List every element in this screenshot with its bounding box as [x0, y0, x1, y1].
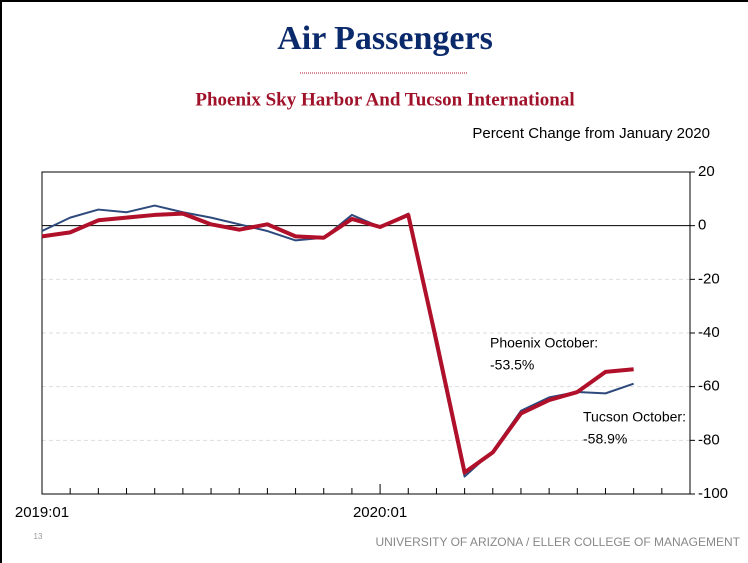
y-tick-label: -80 — [698, 431, 720, 448]
y-tick-label: 0 — [698, 217, 706, 234]
chart-subtitle: Phoenix Sky Harbor And Tucson Internatio… — [195, 89, 574, 110]
series-line — [41, 211, 634, 475]
y-tick-label: -20 — [698, 270, 720, 287]
x-tick-label: 2019:01 — [15, 504, 69, 521]
x-tick-label: 2020:01 — [353, 504, 407, 521]
y-tick-label: -60 — [698, 378, 720, 395]
chart-title: Air Passengers — [277, 20, 493, 57]
footer: UNIVERSITY OF ARIZONA / ELLER COLLEGE OF… — [375, 535, 740, 549]
y-tick-label: -100 — [698, 485, 728, 502]
annotation: Tucson October: — [583, 409, 686, 425]
y-tick-label: -40 — [698, 324, 720, 341]
annotation: Phoenix October: — [490, 335, 598, 351]
annotation: -53.5% — [490, 357, 534, 373]
annotation: -58.9% — [583, 431, 627, 447]
plot-frame — [41, 171, 691, 495]
y-axis-label: Percent Change from January 2020 — [472, 125, 710, 142]
slide-number: 13 — [34, 532, 43, 541]
y-tick-label: 20 — [698, 163, 715, 180]
